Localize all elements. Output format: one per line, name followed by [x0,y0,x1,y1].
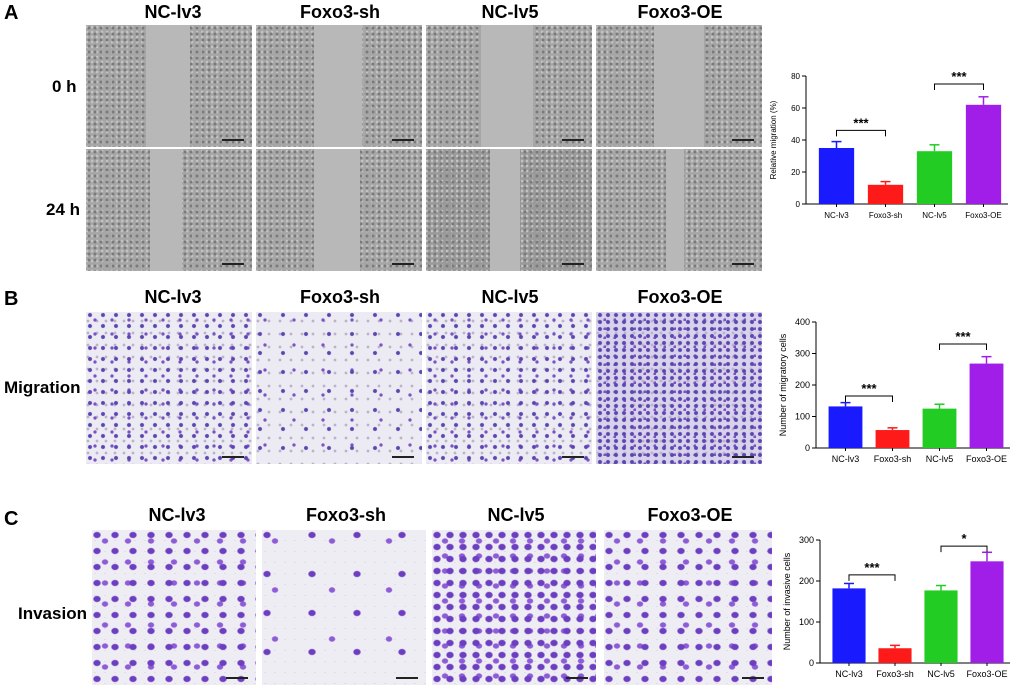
x-tick-label: NC-lv5 [922,211,947,220]
y-tick-label: 0 [809,658,814,668]
migration-image-nc-lv5 [426,312,592,464]
significance-bracket [845,395,893,403]
x-tick-label: Foxo3-OE [966,669,1007,679]
y-axis-label: Number of invasive cells [782,552,792,650]
bar-foxo3-sh [867,184,904,204]
invasion-image-foxo3-oe [604,530,772,685]
bar-foxo3-oe [969,363,1004,448]
x-tick-label: Foxo3-OE [965,211,1001,220]
significance-label: *** [853,115,869,130]
x-tick-label: NC-lv5 [926,454,954,464]
panel-letter-c: C [4,508,19,530]
chart-invasive-cells: 0 100 200 300 Number of invasive cells NC-lv3… [782,531,1010,679]
bar-nc-lv5 [922,408,957,448]
column-label: NC-lv5 [481,2,539,22]
scratch-image-nc-lv3-24h [86,149,252,271]
bar-foxo3-oe [970,561,1004,663]
y-tick-label: 100 [795,412,810,422]
column-label: Foxo3-sh [299,2,380,22]
y-tick-label: 400 [795,317,810,327]
y-tick-label: 100 [799,617,814,627]
column-label: NC-lv5 [481,287,539,307]
x-tick-label: Foxo3-OE [966,454,1007,464]
panel-letter-b: B [4,288,19,310]
bar-foxo3-oe [965,104,1002,204]
column-label: NC-lv5 [487,505,545,525]
column-label: Foxo3-OE [637,287,723,307]
row-label-migration: Migration [4,378,81,397]
significance-bracket [939,343,987,351]
row-label-0h: 0 h [52,77,77,96]
column-label: Foxo3-sh [305,505,386,525]
column-label: Foxo3-sh [299,287,380,307]
scratch-image-nc-lv3-0h [86,25,252,147]
migration-image-foxo3-sh [256,312,422,464]
row-label-invasion: Invasion [18,604,87,623]
scratch-image-nc-lv5-24h [426,149,592,271]
bar-foxo3-sh [878,648,912,663]
scratch-image-foxo3-oe-0h [596,25,762,147]
significance-label: *** [864,560,880,575]
x-tick-label: NC-lv3 [835,669,863,679]
y-tick-label: 200 [795,380,810,390]
y-tick-label: 200 [799,576,814,586]
scratch-image-foxo3-sh-0h [256,25,422,147]
bar-foxo3-sh [875,430,910,448]
migration-image-nc-lv3 [86,312,252,464]
significance-bracket [848,574,896,581]
x-tick-label: NC-lv3 [832,454,860,464]
y-tick-label: 20 [791,168,800,177]
invasion-image-nc-lv5 [432,530,596,685]
column-label: NC-lv3 [148,505,206,525]
x-tick-label: Foxo3-sh [876,669,914,679]
column-label: NC-lv3 [144,2,202,22]
y-tick-label: 0 [805,443,810,453]
bar-nc-lv3 [818,148,855,204]
x-tick-label: Foxo3-sh [874,454,912,464]
y-tick-label: 300 [799,535,814,545]
x-tick-label: Foxo3-sh [869,211,902,220]
bar-nc-lv3 [832,588,866,663]
scratch-image-nc-lv5-0h [426,25,592,147]
migration-image-foxo3-oe [596,312,762,464]
row-label-24h: 24 h [46,200,81,219]
chart-relative-migration: 0 20 40 60 80 Relative migration (%) NC-lv3 Fox… [769,69,1008,220]
panel-letter-a: A [4,2,19,24]
bar-nc-lv5 [924,590,958,663]
y-axis-label: Relative migration (%) [769,100,778,179]
chart-migratory-cells: 0 100 200 300 400 Number of migratory cells NC… [778,317,1010,464]
invasion-image-nc-lv3 [92,530,256,685]
bar-nc-lv5 [916,151,953,204]
x-tick-label: NC-lv5 [927,669,955,679]
scratch-image-foxo3-sh-24h [256,149,422,271]
y-tick-label: 300 [795,349,810,359]
x-tick-label: NC-lv3 [824,211,849,220]
scratch-image-foxo3-oe-24h [596,149,762,271]
significance-bracket [934,83,984,90]
y-tick-label: 40 [791,136,800,145]
significance-label: *** [955,329,971,344]
y-tick-label: 60 [791,104,800,113]
y-tick-label: 80 [791,72,800,81]
significance-label: *** [951,69,967,84]
column-label: Foxo3-OE [647,505,733,525]
column-label: Foxo3-OE [637,2,723,22]
y-axis-label: Number of migratory cells [778,333,788,436]
column-label: NC-lv3 [144,287,202,307]
bar-nc-lv3 [828,406,863,448]
significance-label: *** [861,381,877,396]
invasion-image-foxo3-sh [262,530,426,685]
significance-bracket [940,545,988,553]
significance-label: * [961,531,967,546]
y-tick-label: 0 [796,200,801,209]
significance-bracket [836,129,886,137]
